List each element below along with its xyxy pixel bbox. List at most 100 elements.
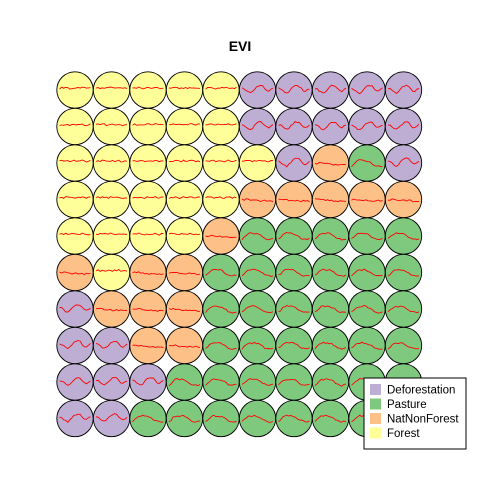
neuron-profile-line (351, 305, 383, 314)
neuron-cell (129, 107, 167, 146)
neuron-profile-line (205, 196, 237, 199)
neuron-profile-line (59, 123, 91, 127)
neuron-profile-line (241, 121, 274, 131)
neuron-cell (384, 326, 423, 365)
neuron-cell (311, 290, 350, 328)
neuron-cell (56, 180, 94, 219)
neuron-profile-line (132, 232, 164, 236)
neuron-profile-line (205, 378, 237, 386)
legend-label: Deforestation (387, 385, 455, 397)
neuron-profile-line (278, 85, 310, 94)
neuron-profile-line (205, 342, 237, 350)
chart-title: EVI (229, 38, 252, 54)
neuron-profile-line (59, 304, 91, 313)
legend-swatch (370, 413, 381, 424)
neuron-cell (56, 290, 94, 328)
neuron-cell (56, 144, 94, 182)
neuron-profile-line (95, 86, 128, 90)
neuron-profile-line (168, 344, 201, 349)
neuron-cell (202, 180, 240, 219)
neuron-cell (92, 326, 131, 365)
neuron-profile-line (387, 305, 420, 314)
neuron-profile-line (278, 341, 310, 350)
neuron-cell (202, 144, 240, 182)
neuron-profile-line (132, 377, 164, 386)
neuron-profile-line (314, 84, 347, 94)
neuron-cell (275, 253, 313, 292)
neuron-profile-line (132, 159, 164, 163)
neuron-profile-line (314, 305, 347, 313)
neuron-profile-line (314, 268, 347, 277)
neuron-profile-line (351, 198, 383, 202)
neuron-profile-line (314, 378, 347, 387)
neuron-profile-line (168, 307, 201, 312)
neuron-profile-line (387, 157, 420, 168)
neuron-cell (348, 217, 386, 255)
neuron-cell (129, 144, 167, 182)
neuron-profile-line (387, 269, 420, 277)
neuron-profile-line (278, 378, 310, 386)
legend-swatch (370, 384, 381, 395)
neuron-profile-line (95, 268, 128, 272)
neuron-profile-line (205, 414, 237, 423)
neuron-profile-line (205, 123, 237, 126)
neuron-profile-line (132, 414, 164, 423)
neuron-profile-line (205, 86, 237, 90)
neuron-cell (92, 71, 131, 109)
neuron-profile-line (95, 307, 127, 312)
neuron-profile-line (168, 159, 201, 163)
neuron-cell (348, 253, 386, 292)
neuron-profile-line (205, 234, 237, 238)
neuron-profile-line (241, 198, 274, 203)
neuron-profile-line (205, 268, 237, 277)
neuron-cell (202, 326, 240, 365)
neuron-profile-line (168, 378, 201, 387)
neuron-cell (238, 290, 277, 328)
neuron-profile-line (132, 344, 164, 349)
neuron-profile-line (205, 305, 237, 314)
legend: Deforestation Pasture NatNonForest Forest (363, 377, 467, 450)
neuron-profile-line (132, 307, 164, 312)
neuron-profile-line (95, 123, 128, 127)
neuron-cell (92, 144, 131, 182)
neuron-cell (56, 363, 94, 401)
neuron-profile-line (241, 378, 274, 386)
neuron-profile-line (278, 157, 310, 168)
neuron-profile-line (132, 271, 164, 275)
neuron-cell (92, 107, 131, 146)
neuron-profile-line (278, 198, 310, 203)
neuron-cell (92, 290, 131, 328)
neuron-cell (238, 217, 277, 255)
neuron-cell (238, 144, 277, 182)
neuron-cell (165, 71, 204, 109)
legend-swatch (370, 398, 381, 410)
neuron-cell (56, 71, 94, 109)
legend-label: Pasture (387, 399, 427, 411)
neuron-profile-line (241, 341, 274, 350)
neuron-profile-line (241, 414, 274, 423)
neuron-profile-line (278, 121, 310, 130)
neuron-cell (165, 107, 204, 146)
neuron-profile-line (132, 195, 164, 199)
neuron-profile-line (95, 413, 128, 422)
neuron-profile-line (314, 414, 347, 423)
neuron-cell (129, 217, 167, 255)
legend-swatch (370, 427, 381, 439)
neuron-profile-line (351, 159, 383, 168)
neuron-profile-line (95, 341, 128, 349)
neuron-profile-line (241, 232, 274, 241)
neuron-profile-line (314, 121, 347, 131)
neuron-profile-line (278, 232, 310, 241)
neuron-grid (56, 71, 423, 438)
neuron-profile-line (59, 86, 91, 90)
neuron-profile-line (351, 232, 383, 240)
neuron-profile-line (314, 341, 347, 350)
neuron-profile-line (314, 198, 347, 203)
neuron-profile-line (59, 271, 91, 276)
legend-label: NatNonForest (387, 414, 459, 426)
neuron-profile-line (59, 232, 91, 236)
neuron-cell (56, 217, 94, 255)
neuron-profile-line (351, 121, 383, 131)
neuron-cell (92, 180, 131, 219)
